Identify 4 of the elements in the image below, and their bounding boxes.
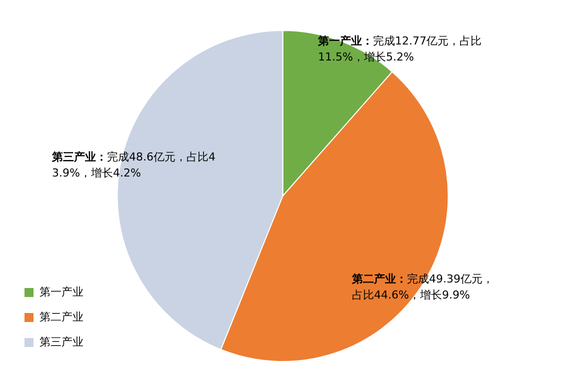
legend-label: 第二产业	[40, 310, 84, 324]
legend-label: 第三产业	[40, 335, 84, 348]
legend-label: 第一产业	[40, 285, 84, 298]
text: 第三产业：完成48.6亿元，占比43.9%，增长4.2%	[51, 150, 216, 180]
